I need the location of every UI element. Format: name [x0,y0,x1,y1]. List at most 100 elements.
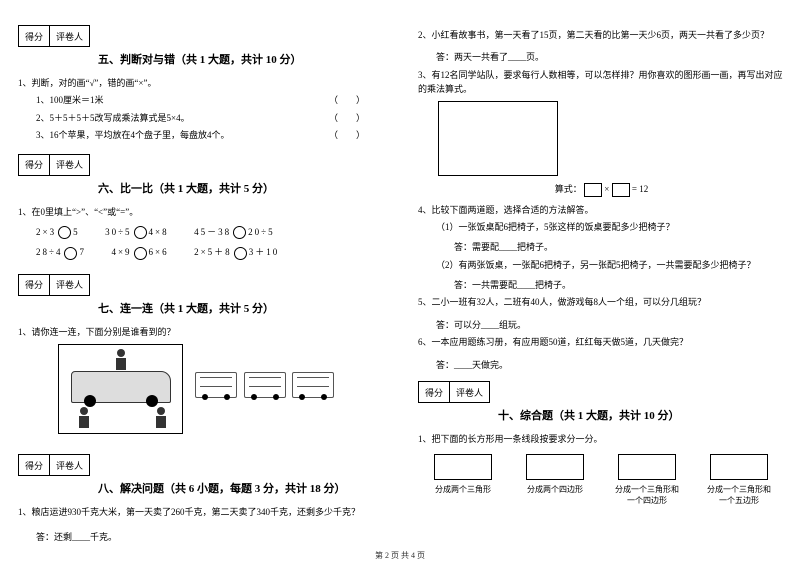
blank-box [584,183,602,197]
section-7-title: 七、连一连（共 1 大题，共计 5 分） [98,300,274,316]
paren: （ ） [329,93,365,107]
reviewer-cell: 评卷人 [450,381,490,403]
formula-label: 算式： [555,184,582,194]
q5-item-1-text: 1、100厘米＝1米 [36,95,104,105]
q3: 3、有12名同学站队，要求每行人数相等，可以怎样排？用你喜欢的图形画一画，再写出… [418,68,785,97]
a5: 答：可以分____组玩。 [436,318,785,332]
q5-intro: 1、判断，对的画“√”，错的画“×”。 [18,76,385,90]
expr-row-2: 28÷47 4×96×6 2×5＋83＋10 [36,245,385,259]
times-sign: × [604,184,609,194]
reviewer-cell: 评卷人 [50,454,90,476]
rect-item: 分成两个三角形 [428,454,498,506]
score-cell: 得分 [18,154,50,176]
section-8-header: 八、解决问题（共 6 小题，每题 3 分，共计 18 分） [18,480,385,502]
expr: 28÷4 [36,247,62,257]
compare-circle [64,247,77,260]
q6: 6、一本应用题练习册，有应用题50道，红红每天做5道，几天做完？ [418,335,785,349]
expr: 20÷5 [248,227,274,237]
section-7-header: 七、连一连（共 1 大题，共计 5 分） [18,300,385,322]
section-6-title: 六、比一比（共 1 大题，共计 5 分） [98,180,274,196]
paren: （ ） [329,128,365,142]
section-10-title: 十、综合题（共 1 大题，共计 10 分） [498,407,680,423]
scene-row: 小红 小东 小明 [18,342,385,436]
expr: 2×5＋8 [194,247,232,257]
score-box-6: 得分 评卷人 [18,154,385,176]
paren: （ ） [329,111,365,125]
expr: 2×3 [36,227,56,237]
a4-2: 答：一共需要配____把椅子。 [454,278,785,292]
page-footer: 第 2 页 共 4 页 [0,550,800,561]
a4-1: 答：需要配____把椅子。 [454,240,785,254]
q5: 5、二小一班有32人，二班有40人，做游戏每8人一个组，可以分几组玩？ [418,295,785,309]
rectangle [434,454,492,480]
rect-row: 分成两个三角形 分成两个四边形 分成一个三角形和一个四边形 分成一个三角形和一个… [428,454,785,506]
q4-2: （2）有两张饭桌，一张配6把椅子，另一张配5把椅子，一共需要配多少把椅子？ [436,258,785,272]
score-box-10: 得分 评卷人 [418,381,785,403]
a8-1: 答：还剩____千克。 [36,530,385,544]
expr: 3＋10 [249,247,280,257]
right-column: 2、小红看故事书，第一天看了15页，第二天看的比第一天少6页，两天一共看了多少页… [400,0,800,565]
a2: 答：两天一共看了____页。 [436,50,785,64]
rect-item: 分成一个三角形和一个四边形 [612,454,682,506]
expr: 4×8 [149,227,169,237]
q8-1: 1、粮店运进930千克大米，第一天卖了260千克，第二天卖了340千克，还剩多少… [18,505,385,519]
car-icon [71,371,171,403]
rect-item: 分成两个四边形 [520,454,590,506]
bus-views [193,372,336,398]
rect-label-3: 分成一个三角形和一个四边形 [612,484,682,506]
expr-row-1: 2×3 5 30÷5 4×8 45－38 20÷5 [36,225,385,239]
q5-item-2-text: 2、5＋5＋5＋5改写成乘法算式是5×4。 [36,113,190,123]
left-column: 得分 评卷人 五、判断对与错（共 1 大题，共计 10 分） 1、判断，对的画“… [0,0,400,565]
q7-intro: 1、请你连一连，下面分别是谁看到的？ [18,325,385,339]
compare-circle [134,247,147,260]
section-5-header: 五、判断对与错（共 1 大题，共计 10 分） [18,51,385,73]
rect-label-2: 分成两个四边形 [520,484,590,495]
score-cell: 得分 [18,454,50,476]
section-10-header: 十、综合题（共 1 大题，共计 10 分） [418,407,785,429]
q10-intro: 1、把下面的长方形用一条线段按要求分一分。 [418,432,785,446]
bus-icon [244,372,286,398]
compare-circle [134,226,147,239]
bus-icon [292,372,334,398]
q6-intro: 1、在0里填上“>”、“<”或“=”。 [18,205,385,219]
drawing-box [438,101,558,176]
expr: 30÷5 [105,227,131,237]
section-5-title: 五、判断对与错（共 1 大题，共计 10 分） [98,51,302,67]
score-box-5: 得分 评卷人 [18,25,385,47]
q5-item-3: 3、16个苹果，平均放在4个盘子里，每盘放4个。（ ） [36,128,385,142]
expr: 7 [79,247,86,257]
rectangle [618,454,676,480]
section-6-header: 六、比一比（共 1 大题，共计 5 分） [18,180,385,202]
expr: 6×6 [149,247,169,257]
score-cell: 得分 [18,274,50,296]
scene-picture: 小红 小东 小明 [58,344,183,434]
rectangle [526,454,584,480]
expr: 45－38 [194,227,231,237]
bus-icon [195,372,237,398]
reviewer-cell: 评卷人 [50,274,90,296]
q2: 2、小红看故事书，第一天看了15页，第二天看的比第一天少6页，两天一共看了多少页… [418,28,785,42]
score-box-7: 得分 评卷人 [18,274,385,296]
rect-label-1: 分成两个三角形 [428,484,498,495]
reviewer-cell: 评卷人 [50,154,90,176]
rect-label-4: 分成一个三角形和一个五边形 [704,484,774,506]
q4-1: （1）一张饭桌配6把椅子，5张这样的饭桌要配多少把椅子？ [436,220,785,234]
rectangle [710,454,768,480]
q5-item-1: 1、100厘米＝1米 （ ） [36,93,385,107]
compare-circle [233,226,246,239]
score-cell: 得分 [418,381,450,403]
q4: 4、比较下面两道题，选择合适的方法解答。 [418,203,785,217]
compare-circle [58,226,71,239]
section-8-title: 八、解决问题（共 6 小题，每题 3 分，共计 18 分） [98,480,346,496]
compare-circle [234,247,247,260]
equals-12: = 12 [632,184,648,194]
score-cell: 得分 [18,25,50,47]
a6: 答：____天做完。 [436,358,785,372]
reviewer-cell: 评卷人 [50,25,90,47]
blank-box [612,183,630,197]
formula: 算式： × = 12 [418,182,785,197]
rect-item: 分成一个三角形和一个五边形 [704,454,774,506]
expr: 5 [73,227,80,237]
score-box-8: 得分 评卷人 [18,454,385,476]
q5-item-2: 2、5＋5＋5＋5改写成乘法算式是5×4。 （ ） [36,111,385,125]
